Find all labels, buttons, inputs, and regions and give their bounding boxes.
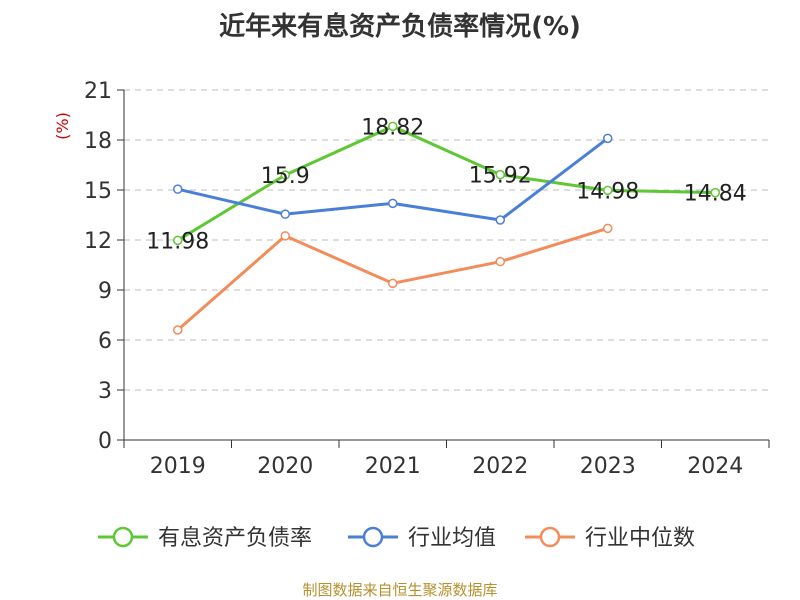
legend-marker <box>539 526 561 548</box>
legend-marker <box>112 526 134 548</box>
data-label: 14.98 <box>576 179 639 204</box>
legend-item-3[interactable]: 行业中位数 <box>525 526 695 551</box>
y-axis-label: (%) <box>53 112 72 140</box>
data-point[interactable] <box>603 185 613 196</box>
x-tick-label: 2023 <box>580 454 636 479</box>
x-tick-label: 2024 <box>687 454 743 479</box>
data-point[interactable] <box>388 198 398 209</box>
data-point[interactable] <box>388 121 398 132</box>
x-tick-label: 2019 <box>150 454 206 479</box>
data-label: 15.9 <box>261 164 310 189</box>
data-label: 14.84 <box>684 182 747 207</box>
y-tick-label: 12 <box>84 229 112 254</box>
y-tick-label: 15 <box>84 179 112 204</box>
series-3 <box>173 223 613 335</box>
legend-marker <box>362 526 384 548</box>
source-note: 制图数据来自恒生聚源数据库 <box>302 581 498 599</box>
data-point[interactable] <box>173 235 183 246</box>
y-tick-label: 3 <box>98 379 112 404</box>
axes <box>117 89 770 448</box>
data-point[interactable] <box>280 231 290 241</box>
series-lines <box>173 121 720 335</box>
data-point[interactable] <box>173 325 183 335</box>
data-point[interactable] <box>280 170 290 180</box>
data-label: 15.92 <box>469 164 532 189</box>
x-tick-label: 2020 <box>257 454 313 479</box>
series-1 <box>173 121 720 246</box>
data-point[interactable] <box>710 187 720 198</box>
legend-label: 行业中位数 <box>585 526 695 551</box>
data-point[interactable] <box>280 209 290 219</box>
y-tick-label: 9 <box>98 279 112 304</box>
data-label: 18.82 <box>361 115 424 140</box>
series-2 <box>173 133 613 225</box>
y-tick-label: 0 <box>98 429 112 454</box>
y-tick-label: 18 <box>84 129 112 154</box>
legend-label: 行业均值 <box>408 526 496 551</box>
x-tick-label: 2021 <box>365 454 421 479</box>
data-label: 11.98 <box>146 229 209 254</box>
chart-title: 近年来有息资产负债率情况(%) <box>219 12 581 42</box>
data-point[interactable] <box>495 215 505 225</box>
series-line <box>176 124 716 242</box>
data-point[interactable] <box>495 169 505 180</box>
legend-item-1[interactable]: 有息资产负债率 <box>98 526 312 551</box>
y-tick-label: 21 <box>84 79 112 104</box>
data-point[interactable] <box>495 256 505 267</box>
legend-item-2[interactable]: 行业均值 <box>348 526 496 551</box>
x-tick-label: 2022 <box>472 454 528 479</box>
x-tick-labels: 2019 2020 2021 2022 2023 2024 <box>150 454 744 479</box>
data-point[interactable] <box>603 223 613 234</box>
data-point[interactable] <box>603 133 613 144</box>
legend-label: 有息资产负债率 <box>158 526 312 551</box>
data-point[interactable] <box>388 278 398 289</box>
data-point[interactable] <box>173 184 183 194</box>
data-labels: 11.98 15.9 18.82 15.92 14.98 14.84 <box>146 115 746 254</box>
legend[interactable]: 有息资产负债率 行业均值 行业中位数 <box>98 526 695 551</box>
y-tick-label: 6 <box>98 329 112 354</box>
y-tick-labels: 0 3 6 9 12 15 18 21 <box>84 79 112 454</box>
grid-lines <box>124 89 769 391</box>
